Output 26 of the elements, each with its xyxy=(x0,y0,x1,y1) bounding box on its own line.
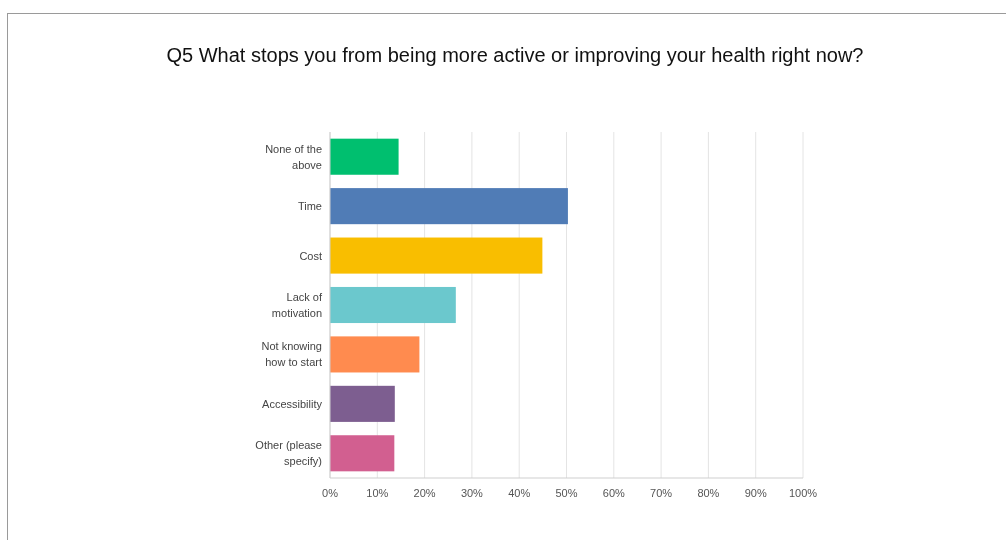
bar xyxy=(330,188,568,225)
y-tick-label: None of the above xyxy=(265,142,322,171)
y-tick-label: Other (please specify) xyxy=(255,439,322,468)
x-tick-label: 80% xyxy=(697,487,720,499)
bar xyxy=(330,138,399,175)
chart-title: Q5 What stops you from being more active or improving your health right now? xyxy=(166,44,864,66)
x-tick-label: 10% xyxy=(366,487,389,499)
y-tick-label: Accessibility xyxy=(262,397,323,410)
y-tick-label: Lack of motivation xyxy=(271,291,323,319)
x-tick-label: 20% xyxy=(413,487,436,499)
bar xyxy=(330,336,420,373)
bar xyxy=(330,286,456,324)
bar xyxy=(330,385,395,422)
y-tick-label: Time xyxy=(297,200,322,213)
x-tick-label: 40% xyxy=(508,487,531,499)
bar xyxy=(330,435,395,472)
y-tick-label: Cost xyxy=(299,249,322,262)
y-tick-label: Not knowing how to start xyxy=(261,340,322,369)
x-tick-label: 30% xyxy=(460,487,484,499)
x-tick-label: 100% xyxy=(788,487,818,499)
x-tick-label: 0% xyxy=(322,487,339,499)
x-tick-label: 70% xyxy=(650,487,673,499)
x-tick-label: 50% xyxy=(555,487,578,499)
bar xyxy=(330,237,543,274)
x-tick-label: 90% xyxy=(744,487,767,499)
x-tick-label: 60% xyxy=(602,487,626,499)
